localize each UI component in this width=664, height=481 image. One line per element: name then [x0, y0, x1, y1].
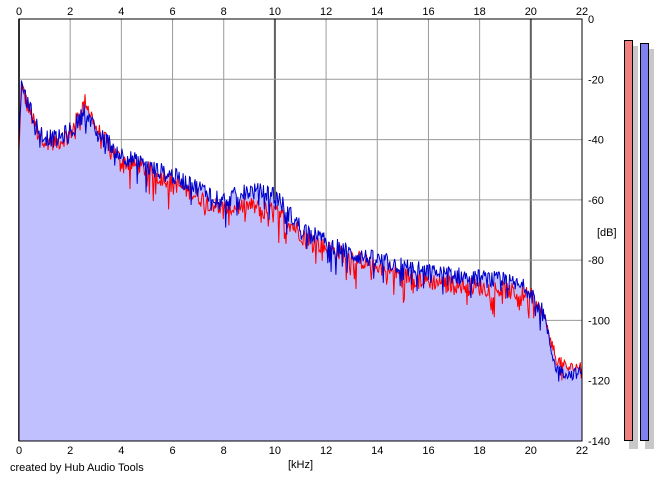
- x-tick-label-bottom: 14: [371, 445, 383, 457]
- x-tick-label-top: 18: [474, 6, 486, 18]
- y-tick-label: -100: [588, 315, 610, 327]
- x-tick-labels-top: 0 2 4 6 8 10 12 14 16 18 20 22: [16, 6, 588, 18]
- x-tick-label-bottom: 4: [118, 445, 124, 457]
- y-tick-labels: 0 -20 -40 -60 -80 -100 -120 -140: [588, 14, 610, 448]
- x-tick-label-top: 14: [371, 6, 383, 18]
- y-axis-label: [dB]: [597, 227, 617, 239]
- series-blue-line: [18, 80, 583, 382]
- y-tick-label: -60: [588, 195, 604, 207]
- y-tick-label: -120: [588, 376, 610, 388]
- right-channel-level-meter: [640, 43, 649, 441]
- spectrum-fill-area: [19, 80, 582, 441]
- x-tick-label-bottom: 22: [576, 445, 588, 457]
- x-tick-label-top: 4: [118, 6, 124, 18]
- x-tick-label-top: 16: [422, 6, 434, 18]
- x-tick-label-top: 10: [269, 6, 281, 18]
- x-tick-label-top: 6: [169, 6, 175, 18]
- x-tick-label-top: 12: [320, 6, 332, 18]
- right-meter-shadow: [645, 49, 654, 449]
- x-tick-labels-bottom: 0 2 4 6 8 10 12 14 16 18 20 22: [16, 445, 588, 457]
- x-tick-label-bottom: 12: [320, 445, 332, 457]
- x-tick-label-bottom: 20: [525, 445, 537, 457]
- plot-border: [18, 18, 583, 442]
- y-tick-label: -140: [588, 436, 610, 448]
- x-tick-label-bottom: 0: [16, 445, 22, 457]
- x-tick-label-bottom: 6: [169, 445, 175, 457]
- x-tick-label-top: 8: [221, 6, 227, 18]
- left-meter-shadow: [629, 46, 638, 449]
- x-tick-label-top: 20: [525, 6, 537, 18]
- x-tick-label-bottom: 18: [474, 445, 486, 457]
- y-tick-label: -40: [588, 135, 604, 147]
- credit-text: created by Hub Audio Tools: [10, 462, 144, 474]
- y-tick-label: -80: [588, 255, 604, 267]
- x-axis-label: [kHz]: [288, 459, 313, 471]
- x-tick-label-bottom: 2: [67, 445, 73, 457]
- x-tick-label-bottom: 16: [422, 445, 434, 457]
- x-tick-label-top: 2: [67, 6, 73, 18]
- x-tick-label-top: 22: [576, 6, 588, 18]
- y-tick-label: -20: [588, 74, 604, 86]
- y-tick-label: 0: [588, 14, 594, 26]
- left-channel-level-meter: [624, 40, 633, 441]
- x-tick-label-top: 0: [16, 6, 22, 18]
- x-tick-label-bottom: 8: [221, 445, 227, 457]
- x-tick-label-bottom: 10: [269, 445, 281, 457]
